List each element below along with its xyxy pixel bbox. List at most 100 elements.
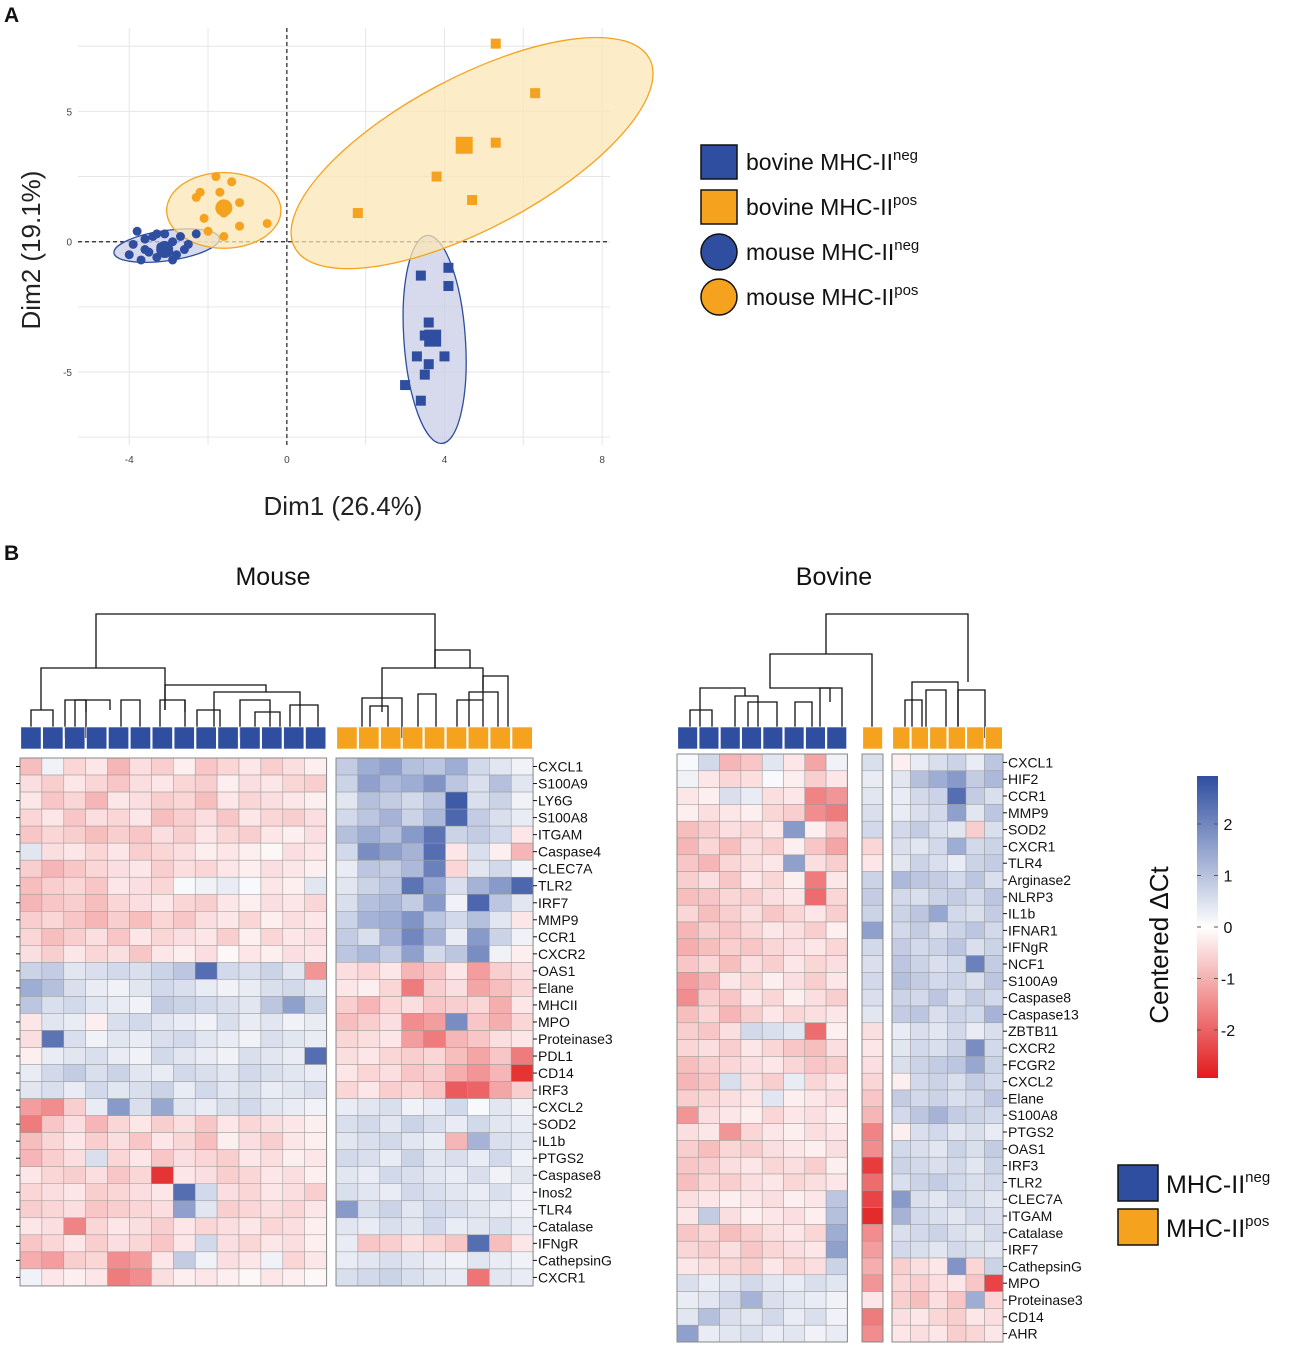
heatmap-cell bbox=[965, 787, 985, 805]
data-point-square bbox=[411, 351, 422, 362]
heatmap-cell bbox=[304, 1013, 327, 1031]
heatmap-cell bbox=[304, 1149, 327, 1167]
heatmap-cell bbox=[984, 904, 1004, 923]
heatmap-cell bbox=[965, 1022, 985, 1040]
heatmap-cell bbox=[379, 1217, 402, 1236]
gene-label: IFNgR bbox=[1008, 939, 1048, 955]
heatmap-cell bbox=[947, 888, 967, 906]
gene-label: CXCR2 bbox=[538, 946, 586, 962]
annotation-cell-neg bbox=[305, 726, 327, 750]
heatmap-cell bbox=[698, 1089, 720, 1108]
heatmap-cell bbox=[861, 820, 884, 839]
heatmap-cell bbox=[401, 893, 424, 912]
heatmap-cell bbox=[761, 837, 784, 856]
heatmap-cell bbox=[216, 893, 240, 912]
heatmap-cell bbox=[783, 770, 806, 788]
heatmap-cell bbox=[445, 962, 468, 980]
gene-label: Caspase13 bbox=[1008, 1006, 1079, 1022]
annotation-cell-neg bbox=[195, 726, 217, 750]
data-point-circle bbox=[140, 234, 150, 244]
heatmap-cell bbox=[698, 1291, 720, 1309]
heatmap-cell bbox=[335, 1047, 359, 1065]
heatmap-cell bbox=[173, 757, 196, 776]
heatmap-cell bbox=[698, 1207, 720, 1225]
heatmap-cell bbox=[304, 1268, 327, 1287]
heatmap-cell bbox=[85, 1115, 108, 1133]
heatmap-cell bbox=[335, 1183, 359, 1202]
heatmap-cell bbox=[928, 1089, 948, 1108]
heatmap-cell bbox=[489, 979, 512, 997]
heatmap-cell bbox=[698, 770, 720, 788]
heatmap-cell bbox=[928, 1207, 948, 1225]
heatmap-cell bbox=[740, 938, 763, 956]
heatmap-cell bbox=[947, 837, 967, 856]
heatmap-cell bbox=[41, 928, 65, 946]
heatmap-cell bbox=[489, 1166, 512, 1184]
heatmap-cell bbox=[445, 1234, 468, 1253]
heatmap-cell bbox=[63, 1251, 86, 1270]
legend-superscript: neg bbox=[1245, 1169, 1270, 1186]
heatmap-cell bbox=[282, 893, 305, 912]
heatmap-cell bbox=[965, 1274, 985, 1292]
heatmap-cell bbox=[861, 1005, 884, 1024]
heatmap-cell bbox=[85, 979, 108, 997]
heatmap-cell bbox=[761, 1190, 784, 1208]
heatmap-cell bbox=[740, 1224, 763, 1242]
heatmap-cell bbox=[151, 928, 174, 946]
heatmap-cell bbox=[719, 1173, 742, 1192]
centroid-square bbox=[424, 329, 442, 347]
annotation-cell-neg bbox=[130, 726, 151, 750]
heatmap-cell bbox=[260, 1149, 284, 1167]
gene-label: LY6G bbox=[538, 793, 573, 809]
heatmap-cell bbox=[861, 837, 884, 856]
heatmap-cell bbox=[984, 1224, 1004, 1242]
heatmap-cell bbox=[928, 921, 948, 940]
heatmap-cell bbox=[19, 1030, 43, 1048]
heatmap-cell bbox=[676, 854, 699, 872]
heatmap-cell bbox=[804, 988, 827, 1007]
heatmap-cell bbox=[891, 753, 911, 772]
heatmap-cell bbox=[698, 904, 720, 923]
heatmap-cell bbox=[783, 1156, 806, 1175]
heatmap-cell bbox=[965, 871, 985, 889]
heatmap-cell bbox=[947, 1240, 967, 1259]
heatmap-cell bbox=[891, 988, 911, 1007]
annotation-cell-neg bbox=[720, 726, 741, 750]
heatmap-cell bbox=[335, 1013, 359, 1031]
heatmap-cell bbox=[891, 1039, 911, 1057]
heatmap-cell bbox=[304, 842, 327, 861]
heatmap-cell bbox=[928, 837, 948, 856]
heatmap-cell bbox=[357, 1183, 381, 1202]
data-point-square bbox=[439, 351, 450, 362]
heatmap-cell bbox=[260, 1047, 284, 1065]
heatmap-cell bbox=[41, 1132, 65, 1150]
heatmap-cell bbox=[698, 753, 720, 772]
heatmap-cell bbox=[891, 871, 911, 889]
heatmap-cell bbox=[984, 1123, 1004, 1141]
heatmap-cell bbox=[783, 904, 806, 923]
heatmap-cell bbox=[335, 928, 359, 946]
heatmap-cell bbox=[173, 979, 196, 997]
heatmap-cell bbox=[19, 1166, 43, 1184]
data-point-circle bbox=[183, 239, 193, 249]
gene-label: CathepsinG bbox=[538, 1252, 612, 1268]
gene-label: IL1b bbox=[1008, 906, 1035, 922]
annotation-cell-neg bbox=[283, 726, 305, 750]
heatmap-cell bbox=[719, 888, 742, 906]
heatmap-cell bbox=[740, 1022, 763, 1040]
heatmap-cell bbox=[698, 1156, 720, 1175]
heatmap-cell bbox=[260, 1098, 284, 1116]
heatmap-cell bbox=[129, 1166, 152, 1184]
heatmap-cell bbox=[379, 1030, 402, 1048]
heatmap-cell bbox=[891, 1207, 911, 1225]
heatmap-cell bbox=[445, 996, 468, 1014]
heatmap-cell bbox=[467, 1149, 490, 1167]
data-point-circle bbox=[124, 250, 134, 260]
data-point-square bbox=[415, 270, 426, 281]
heatmap-cell bbox=[910, 753, 930, 772]
heatmap-cell bbox=[804, 804, 827, 822]
mouse-heatmap bbox=[19, 757, 534, 1287]
heatmap-cell bbox=[676, 988, 699, 1007]
heatmap-cell bbox=[740, 1274, 763, 1292]
gene-label: CLEC7A bbox=[538, 861, 593, 877]
